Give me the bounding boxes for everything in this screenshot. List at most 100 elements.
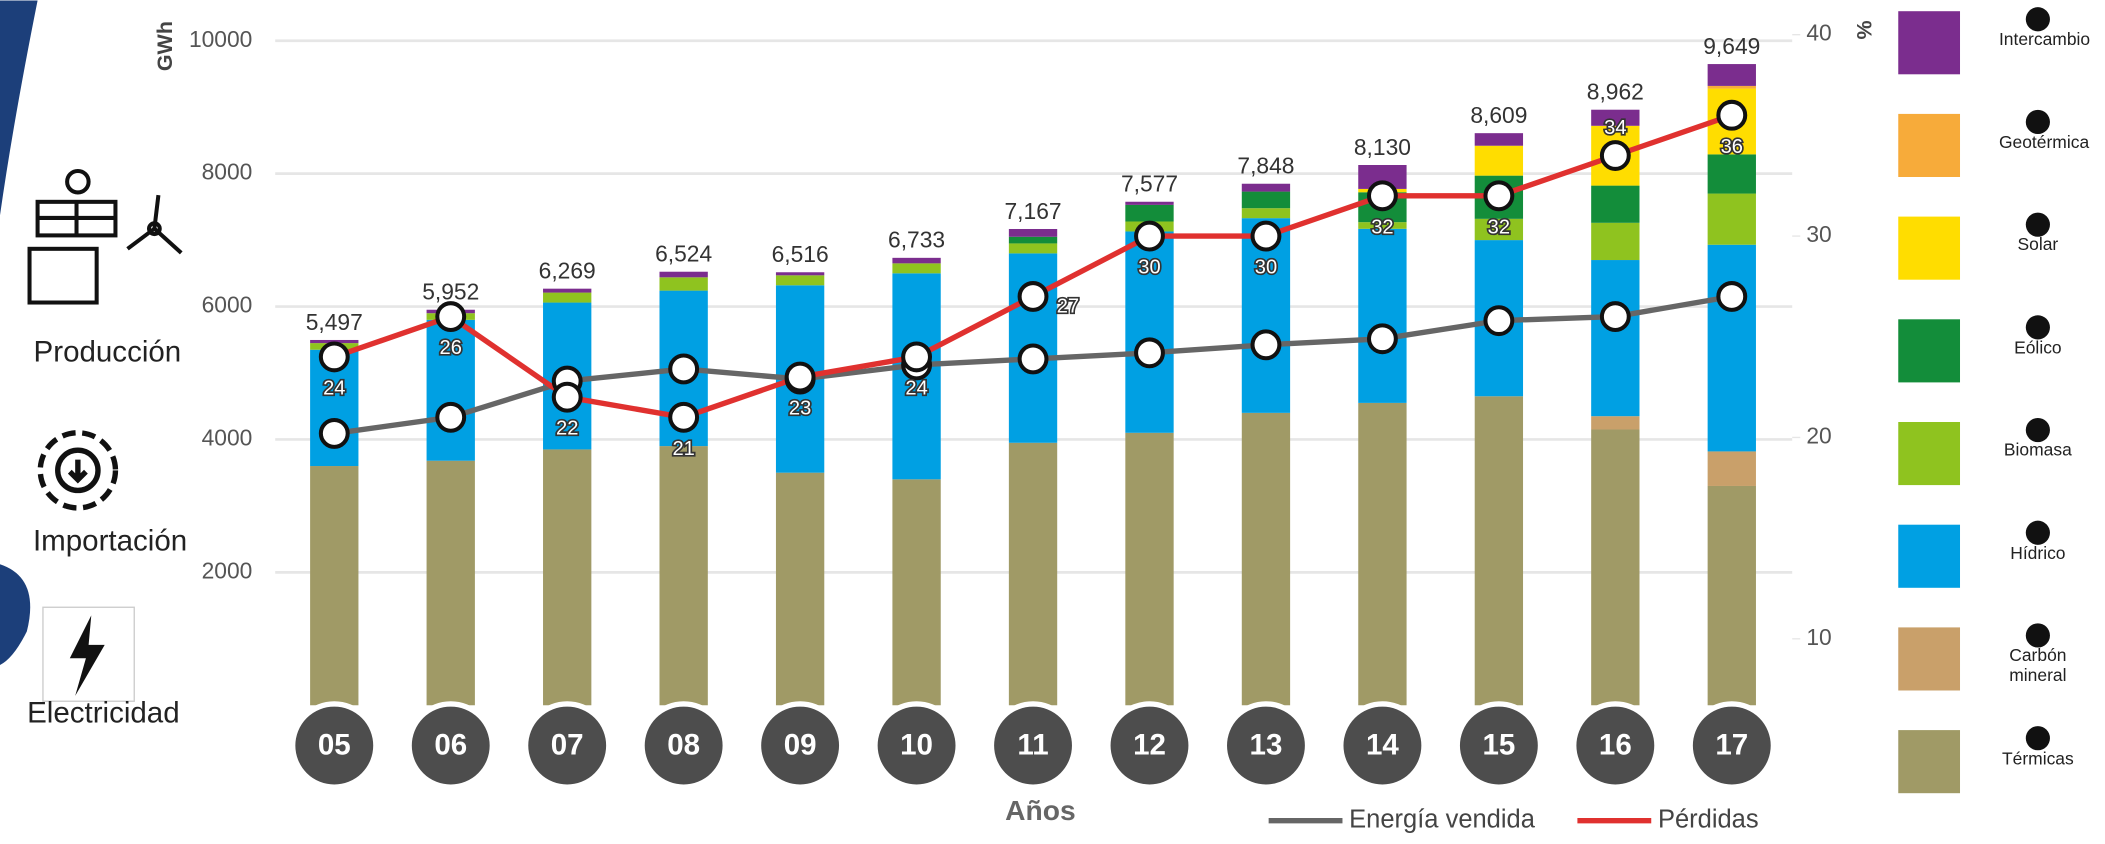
bar-segment	[543, 449, 592, 706]
y2-tick-label: 10	[1806, 624, 1831, 650]
bar-segment	[1008, 236, 1058, 244]
bar-segment	[1474, 218, 1524, 241]
point-label: 32	[1488, 216, 1510, 238]
total-label: 6,269	[539, 258, 596, 284]
legend-icon	[2025, 726, 2050, 751]
y-tick-label: 8000	[202, 159, 253, 185]
bar-segment	[1358, 165, 1407, 189]
point-label: 30	[1255, 257, 1277, 279]
bar-segment	[1707, 451, 1756, 486]
line-point	[1017, 343, 1049, 375]
total-label: 6,524	[655, 241, 712, 267]
y-axis-label: GWh	[153, 21, 177, 71]
legend-label: Solar	[2017, 235, 2059, 255]
line-point	[435, 401, 467, 433]
legend-icon	[2025, 520, 2050, 545]
x-tick-label: 07	[551, 729, 584, 762]
line-point	[1716, 99, 1748, 131]
bar-segment	[1707, 85, 1756, 89]
legend-entry: Intercambio	[1999, 30, 2090, 49]
bar-segment	[1591, 429, 1640, 706]
legend-swatch	[1898, 11, 1961, 75]
bar-segment	[1125, 201, 1174, 205]
legend-entry: Carbón mineral	[2009, 646, 2067, 686]
bar-segment	[1707, 193, 1756, 245]
line-point	[1599, 140, 1631, 171]
legend-label: Pérdidas	[1658, 805, 1759, 833]
legend-swatch	[1898, 422, 1961, 486]
bar-segment	[1008, 228, 1058, 237]
x-tick-label: 08	[667, 729, 700, 762]
bar-segment	[426, 460, 475, 706]
x-tick-label: 14	[1366, 729, 1399, 762]
legend-label: Hídrico	[2010, 543, 2066, 563]
bar-segment	[659, 446, 708, 706]
bar-segment	[1241, 183, 1291, 192]
y-tick-label: 2000	[202, 557, 253, 583]
y2-tick-label: 40	[1806, 20, 1831, 46]
point-label: 36	[1721, 136, 1743, 158]
line-point	[318, 417, 350, 449]
line-point	[1366, 323, 1398, 355]
bar-segment	[1358, 402, 1407, 706]
bar-segment	[1707, 485, 1756, 706]
legend-entry: Biomasa	[2003, 440, 2072, 460]
category-badge	[1105, 701, 1194, 790]
point-label: 34	[1604, 117, 1626, 139]
point-label: 21	[672, 438, 694, 460]
bar-segment	[543, 292, 592, 303]
bar-segment	[1707, 154, 1756, 194]
line-point	[784, 361, 816, 393]
electricity-icon-box	[42, 606, 135, 702]
sidebar-label: Electricidad	[27, 696, 180, 729]
legend-label: Carbón mineral	[2009, 646, 2067, 686]
decor	[0, 564, 31, 665]
total-label: 6,733	[888, 227, 945, 253]
x-tick-label: 05	[318, 729, 351, 762]
x-tick-label: 13	[1250, 729, 1283, 762]
total-label: 8,609	[1470, 102, 1527, 128]
line-point	[1483, 305, 1515, 337]
line-point	[1134, 220, 1165, 252]
line-point	[551, 381, 583, 413]
bar-segment	[1707, 244, 1756, 452]
y-tick-label: 6000	[202, 292, 253, 318]
legend-entry: Eólico	[2014, 338, 2062, 357]
category-badge	[755, 701, 845, 790]
y2-axis-label: %	[1853, 20, 1877, 39]
x-tick-label: 10	[900, 729, 933, 762]
total-label: 8,962	[1587, 79, 1644, 105]
legend-label: Energía vendida	[1349, 805, 1536, 833]
decor	[0, 0, 38, 216]
category-badge	[872, 701, 961, 790]
point-label: 30	[1138, 257, 1160, 279]
category-badge	[1571, 701, 1660, 790]
legend-entry: Geotérmica	[1998, 132, 2090, 152]
legend-icon	[2025, 417, 2050, 443]
bar-segment	[1008, 243, 1058, 254]
total-label: 7,167	[1004, 198, 1061, 224]
production-icon	[27, 168, 183, 305]
x-tick-label: 06	[434, 729, 467, 762]
legend-swatch	[1898, 730, 1961, 794]
category-badge	[289, 701, 379, 790]
bar-segment	[1591, 416, 1640, 430]
bar-segment	[1474, 133, 1524, 146]
bar-segment	[1008, 442, 1058, 706]
bar-segment	[1474, 396, 1524, 706]
bar-segment	[543, 288, 592, 293]
y2-tick-label: 30	[1806, 221, 1831, 247]
legend-label: Geotérmica	[1998, 132, 2090, 152]
category-badge	[988, 701, 1078, 790]
category-badge	[406, 701, 496, 790]
bar-segment	[892, 479, 941, 706]
legend-label: Biomasa	[2003, 440, 2072, 460]
legend-entry: Térmicas	[2002, 749, 2074, 768]
bar-segment	[1707, 64, 1756, 86]
line-point	[1017, 281, 1049, 312]
category-badge	[1221, 701, 1311, 790]
bar-segment	[1241, 191, 1291, 209]
legend-entry: Solar	[2017, 235, 2059, 255]
